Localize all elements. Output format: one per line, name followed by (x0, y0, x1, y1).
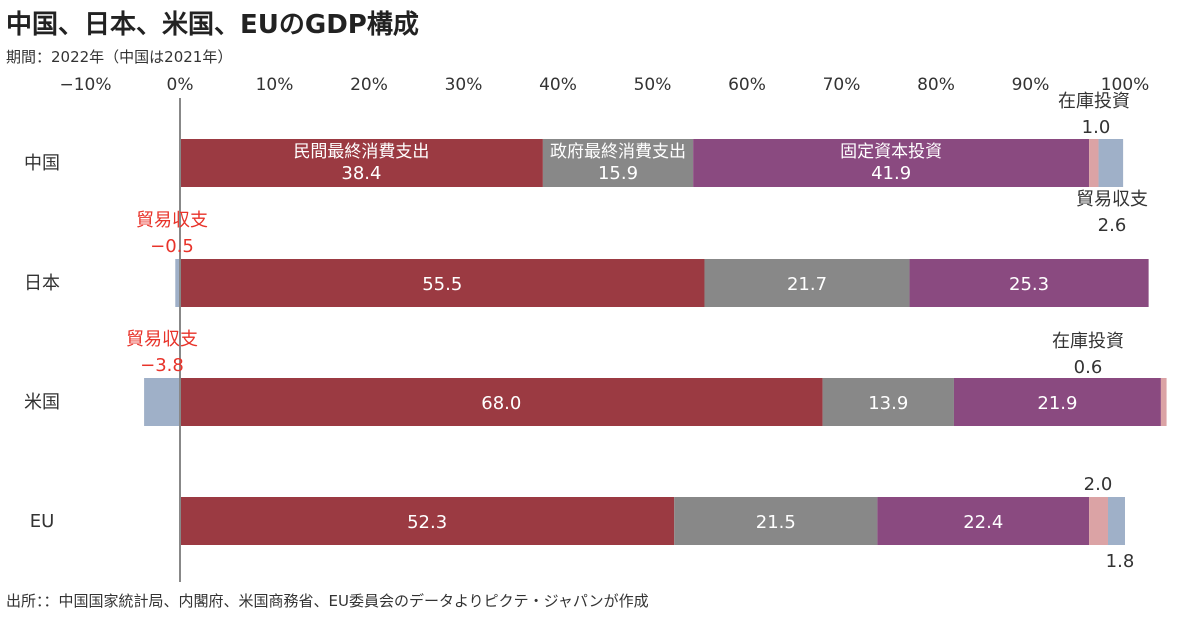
bar-segment-fixed-investment (877, 497, 1090, 545)
series-label: 固定資本投資 (840, 142, 942, 162)
callout-label: −3.8 (140, 355, 184, 376)
bar-segment-fixed-investment (953, 378, 1161, 426)
callout-label: 貿易収支 (126, 329, 198, 350)
bar-value-label: 22.4 (963, 512, 1003, 533)
callout-label: 在庫投資 (1058, 91, 1130, 112)
bar-segment-trade-balance (1098, 139, 1124, 187)
bar-segment-government-consumption (542, 139, 694, 187)
x-tick-label: 10% (256, 75, 294, 95)
bar-segment-private-consumption (180, 497, 675, 545)
x-tick-label: 80% (917, 75, 955, 95)
x-tick-label: 40% (539, 75, 577, 95)
category-label: 米国 (24, 392, 60, 413)
callout-label: 1.0 (1082, 117, 1111, 138)
callout-label: 貿易収支 (136, 210, 208, 231)
category-label: EU (30, 511, 55, 532)
bar-value-label: 55.5 (422, 274, 462, 295)
bar-value-label: 21.7 (787, 274, 827, 295)
bar-segment-government-consumption (674, 497, 878, 545)
bar-value-label: 52.3 (407, 512, 447, 533)
bar-value-label: 13.9 (868, 393, 908, 414)
x-tick-label: 100% (1101, 75, 1150, 95)
callout-label: −0.5 (150, 236, 194, 257)
bar-segment-fixed-investment (693, 139, 1090, 187)
bar-segment-trade-balance (144, 378, 180, 426)
category-label: 中国 (24, 153, 60, 174)
bar-value-label: 21.9 (1037, 393, 1077, 414)
bar-segment-trade-balance (1107, 497, 1125, 545)
series-label: 政府最終消費支出 (550, 142, 686, 162)
callout-label: 0.6 (1074, 357, 1103, 378)
x-tick-label: −10% (59, 75, 111, 95)
bar-segment-fixed-investment (909, 259, 1149, 307)
x-tick-label: 90% (1012, 75, 1050, 95)
chart-subtitle: 期間：2022年（中国は2021年） (6, 48, 233, 66)
x-tick-label: 20% (350, 75, 388, 95)
x-tick-label: 70% (823, 75, 861, 95)
bar-segment-private-consumption (180, 378, 823, 426)
bar-segment-private-consumption (180, 139, 543, 187)
bar-value-label: 21.5 (756, 512, 796, 533)
x-tick-label: 50% (634, 75, 672, 95)
series-label: 民間最終消費支出 (293, 142, 429, 162)
x-tick-label: 60% (728, 75, 766, 95)
bar-segment-inventory (1089, 139, 1099, 187)
bar-segment-government-consumption (822, 378, 954, 426)
x-tick-label: 0% (167, 75, 194, 95)
bar-value-label: 15.9 (598, 163, 638, 184)
bar-segment-inventory (1089, 497, 1108, 545)
callout-label: 1.8 (1106, 551, 1135, 572)
x-tick-label: 30% (445, 75, 483, 95)
callout-label: 在庫投資 (1052, 331, 1124, 352)
callout-label: 2.0 (1084, 474, 1113, 495)
category-label: 日本 (24, 273, 60, 294)
bar-value-label: 38.4 (341, 163, 381, 184)
bar-segment-private-consumption (180, 259, 705, 307)
bar-segment-trade-balance (175, 259, 180, 307)
bar-value-label: 41.9 (871, 163, 911, 184)
bar-segment-inventory (1160, 378, 1167, 426)
source-note: 出所：：中国国家統計局、内閣府、米国商務省、EU委員会のデータよりピクテ・ジャパ… (6, 592, 649, 610)
chart-title: 中国、日本、米国、EUのGDP構成 (6, 10, 419, 40)
callout-label: 貿易収支 (1076, 189, 1148, 210)
bar-value-label: 25.3 (1009, 274, 1049, 295)
callout-label: 2.6 (1098, 215, 1127, 236)
bar-value-label: 68.0 (481, 393, 521, 414)
bar-segment-government-consumption (704, 259, 910, 307)
